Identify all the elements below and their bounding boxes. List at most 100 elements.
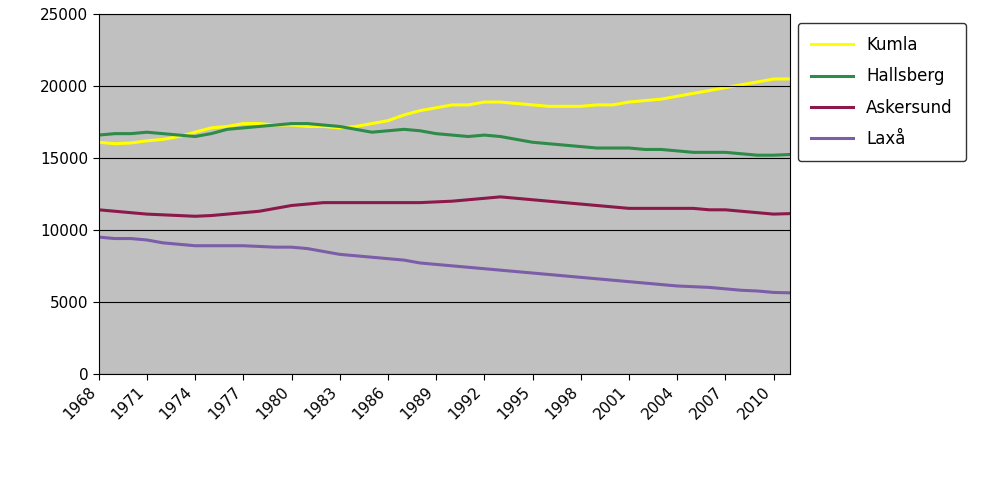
Hallsberg bbox=[317, 122, 329, 128]
Hallsberg bbox=[205, 131, 217, 137]
Askersund bbox=[382, 200, 393, 205]
Laxå bbox=[622, 279, 634, 285]
Hallsberg bbox=[173, 132, 184, 138]
Askersund bbox=[333, 200, 345, 205]
Hallsberg bbox=[783, 152, 795, 158]
Askersund bbox=[157, 212, 169, 218]
Laxå bbox=[382, 256, 393, 262]
Askersund bbox=[542, 198, 554, 204]
Hallsberg bbox=[382, 128, 393, 134]
Laxå bbox=[783, 290, 795, 296]
Askersund bbox=[719, 207, 731, 213]
Laxå bbox=[767, 289, 779, 295]
Askersund bbox=[622, 205, 634, 211]
Askersund bbox=[414, 200, 426, 205]
Hallsberg bbox=[542, 141, 554, 147]
Laxå bbox=[719, 286, 731, 292]
Kumla bbox=[269, 122, 281, 128]
Laxå bbox=[141, 237, 153, 243]
Laxå bbox=[205, 243, 217, 249]
Askersund bbox=[655, 205, 667, 211]
Askersund bbox=[478, 195, 490, 201]
Laxå bbox=[366, 254, 378, 260]
Kumla bbox=[125, 140, 137, 146]
Laxå bbox=[221, 243, 233, 249]
Laxå bbox=[591, 276, 602, 282]
Laxå bbox=[638, 280, 650, 286]
Laxå bbox=[253, 244, 265, 250]
Hallsberg bbox=[125, 131, 137, 137]
Laxå bbox=[189, 243, 201, 249]
Laxå bbox=[349, 253, 361, 259]
Laxå bbox=[686, 284, 698, 289]
Askersund bbox=[285, 203, 297, 208]
Laxå bbox=[317, 249, 329, 254]
Hallsberg bbox=[93, 132, 105, 138]
Kumla bbox=[414, 108, 426, 114]
Laxå bbox=[461, 264, 473, 270]
Laxå bbox=[527, 270, 538, 276]
Askersund bbox=[591, 203, 602, 208]
Hallsberg bbox=[397, 126, 409, 132]
Hallsberg bbox=[141, 129, 153, 135]
Line: Kumla: Kumla bbox=[99, 79, 789, 144]
Kumla bbox=[430, 105, 442, 111]
Hallsberg bbox=[527, 139, 538, 145]
Hallsberg bbox=[302, 121, 314, 126]
Hallsberg bbox=[461, 134, 473, 139]
Hallsberg bbox=[414, 128, 426, 134]
Laxå bbox=[510, 269, 522, 274]
Laxå bbox=[173, 241, 184, 247]
Hallsberg bbox=[735, 151, 746, 157]
Kumla bbox=[173, 134, 184, 139]
Kumla bbox=[574, 103, 586, 109]
Askersund bbox=[430, 199, 442, 205]
Hallsberg bbox=[606, 145, 618, 151]
Hallsberg bbox=[703, 149, 715, 155]
Hallsberg bbox=[638, 147, 650, 152]
Askersund bbox=[446, 198, 458, 204]
Askersund bbox=[783, 211, 795, 217]
Hallsberg bbox=[655, 147, 667, 152]
Laxå bbox=[606, 277, 618, 283]
Askersund bbox=[141, 211, 153, 217]
Hallsberg bbox=[333, 124, 345, 129]
Hallsberg bbox=[591, 145, 602, 151]
Askersund bbox=[125, 210, 137, 216]
Askersund bbox=[750, 210, 762, 216]
Kumla bbox=[93, 139, 105, 145]
Hallsberg bbox=[189, 134, 201, 139]
Hallsberg bbox=[750, 152, 762, 158]
Hallsberg bbox=[670, 148, 682, 154]
Hallsberg bbox=[269, 122, 281, 128]
Laxå bbox=[285, 244, 297, 250]
Hallsberg bbox=[719, 149, 731, 155]
Line: Hallsberg: Hallsberg bbox=[99, 124, 789, 155]
Kumla bbox=[366, 121, 378, 126]
Laxå bbox=[574, 274, 586, 280]
Kumla bbox=[205, 125, 217, 131]
Line: Askersund: Askersund bbox=[99, 197, 789, 217]
Kumla bbox=[494, 99, 506, 105]
Hallsberg bbox=[510, 137, 522, 142]
Askersund bbox=[366, 200, 378, 205]
Askersund bbox=[670, 205, 682, 211]
Kumla bbox=[783, 76, 795, 82]
Hallsberg bbox=[622, 145, 634, 151]
Hallsberg bbox=[238, 125, 249, 131]
Kumla bbox=[510, 101, 522, 106]
Askersund bbox=[397, 200, 409, 205]
Kumla bbox=[397, 112, 409, 118]
Kumla bbox=[735, 82, 746, 88]
Kumla bbox=[461, 102, 473, 108]
Laxå bbox=[414, 260, 426, 266]
Laxå bbox=[494, 267, 506, 273]
Kumla bbox=[221, 124, 233, 129]
Laxå bbox=[93, 234, 105, 240]
Askersund bbox=[510, 195, 522, 201]
Kumla bbox=[670, 93, 682, 99]
Askersund bbox=[638, 205, 650, 211]
Kumla bbox=[317, 124, 329, 129]
Laxå bbox=[542, 272, 554, 277]
Laxå bbox=[446, 263, 458, 269]
